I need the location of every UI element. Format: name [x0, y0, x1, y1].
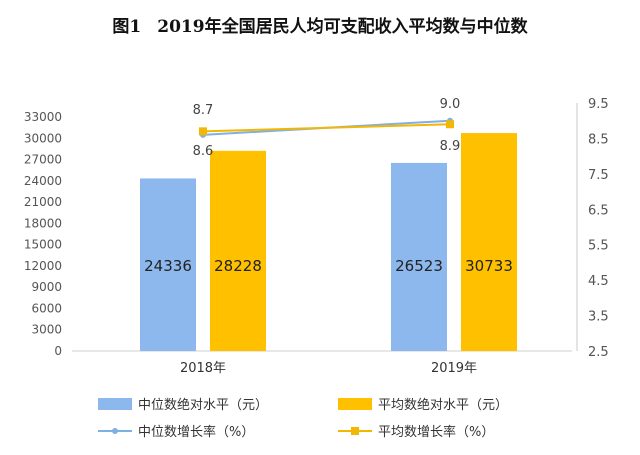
legend-mean-bar-label: 平均数绝对水平（元）: [378, 397, 508, 413]
left-axis-tick-label: 33000: [24, 110, 62, 124]
point-label-mean-2019: 8.9: [440, 139, 461, 154]
legend-median-line-marker: [112, 428, 118, 434]
left-axis-tick-label: 15000: [24, 238, 62, 252]
left-axis-tick-label: 3000: [31, 323, 62, 337]
chart-title: 图1 2019年全国居民人均可支配收入平均数与中位数: [0, 12, 640, 37]
right-axis-tick-label: 6.5: [588, 203, 609, 218]
point-label-median-2018: 8.6: [193, 144, 214, 159]
legend-median-line-label: 中位数增长率（%）: [138, 424, 254, 440]
left-axis-tick-label: 27000: [24, 153, 62, 167]
legend-mean-bar-swatch: [338, 398, 372, 410]
bar-value-label: 30733: [465, 257, 513, 275]
mean-growth-point: [199, 127, 207, 136]
point-label-median-2019: 9.0: [440, 97, 461, 112]
legend-mean-line-marker: [351, 427, 359, 435]
mean-growth-point: [446, 120, 454, 129]
left-axis-tick-label: 24000: [24, 174, 62, 188]
left-axis-tick-label: 18000: [24, 216, 62, 230]
bar-value-label: 24336: [144, 257, 192, 275]
bar-median: [140, 178, 196, 351]
category-label: 2018年: [180, 361, 226, 376]
figure-label: 图1: [112, 17, 142, 37]
right-axis-tick-label: 2.5: [588, 345, 609, 360]
title-text: 2019年全国居民人均可支配收入平均数与中位数: [157, 17, 528, 37]
point-label-mean-2018: 8.7: [193, 103, 214, 118]
bar-value-label: 26523: [395, 257, 443, 275]
right-axis-tick-label: 4.5: [588, 274, 609, 289]
right-axis-tick-label: 8.5: [588, 132, 609, 147]
mean-growth-line: [202, 123, 451, 133]
legend-median-bar-label: 中位数绝对水平（元）: [138, 397, 268, 413]
right-axis-tick-label: 3.5: [588, 310, 609, 325]
legend-mean-line-label: 平均数增长率（%）: [378, 424, 494, 440]
left-axis-tick-label: 21000: [24, 195, 62, 209]
left-axis-tick-label: 0: [54, 344, 62, 358]
bar-mean: [461, 133, 517, 351]
right-axis-tick-label: 7.5: [588, 168, 609, 183]
left-axis-tick-label: 30000: [24, 131, 62, 145]
right-axis-tick-label: 9.5: [588, 97, 609, 112]
bar-value-label: 28228: [214, 257, 262, 275]
bar-mean: [210, 150, 266, 351]
left-axis-tick-label: 6000: [31, 301, 62, 315]
left-axis-tick-label: 12000: [24, 259, 62, 273]
right-axis-tick-label: 5.5: [588, 239, 609, 254]
bar-median: [391, 162, 447, 351]
legend-median-bar-swatch: [98, 398, 132, 410]
category-label: 2019年: [431, 361, 477, 376]
left-axis-tick-label: 9000: [31, 280, 62, 294]
